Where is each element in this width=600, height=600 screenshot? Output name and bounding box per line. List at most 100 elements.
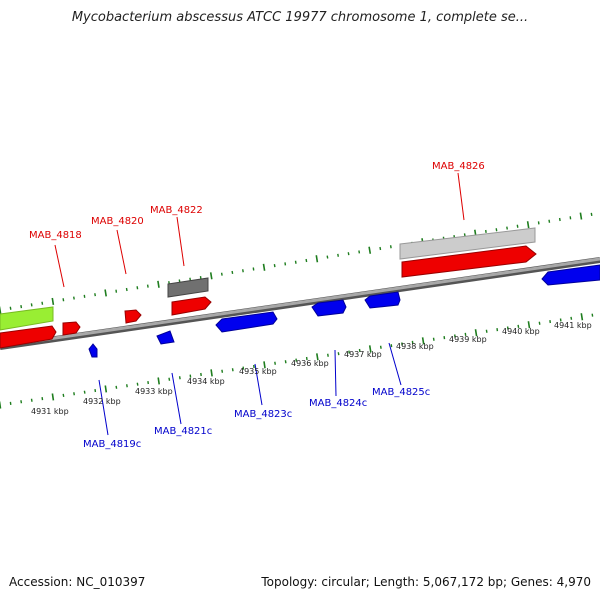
- major-tick: [263, 361, 266, 369]
- forward-gene-MAB_4826[interactable]: [401, 245, 537, 278]
- major-tick: [0, 306, 2, 314]
- minor-tick: [20, 400, 23, 404]
- leader-MAB_4818: [54, 244, 65, 288]
- minor-tick: [62, 298, 65, 302]
- minor-tick: [273, 263, 276, 268]
- kbp-label: 4935 kbp: [239, 367, 277, 376]
- leader-MAB_4820: [116, 229, 127, 275]
- kbp-labels: 4931 kbp 4932 kbp 4933 kbp 4934 kbp 4935…: [31, 321, 592, 416]
- minor-tick: [231, 368, 234, 372]
- chromosome-backbone-highlight: [0, 257, 600, 348]
- label-MAB_4818[interactable]: MAB_4818: [29, 230, 82, 241]
- minor-tick: [136, 286, 139, 290]
- minor-tick: [178, 376, 181, 380]
- leader-MAB_4822: [176, 216, 185, 267]
- leader-MAB_4824c: [334, 349, 337, 397]
- minor-tick: [146, 284, 149, 288]
- major-tick: [262, 263, 266, 271]
- major-tick: [580, 313, 584, 321]
- label-MAB_4819c[interactable]: MAB_4819c: [83, 439, 141, 450]
- kbp-label: 4940 kbp: [502, 327, 540, 336]
- lower-tick-row: [0, 313, 594, 409]
- minor-tick: [548, 219, 551, 223]
- kbp-label: 4939 kbp: [449, 335, 487, 344]
- kbp-label: 4931 kbp: [31, 407, 69, 416]
- label-MAB_4820[interactable]: MAB_4820: [91, 216, 144, 227]
- label-MAB_4824c[interactable]: MAB_4824c: [309, 398, 367, 409]
- minor-tick: [20, 304, 23, 309]
- accession-text: Accession: NC_010397: [9, 575, 146, 589]
- major-tick: [157, 377, 160, 385]
- minor-tick: [136, 382, 139, 386]
- label-MAB_4821c[interactable]: MAB_4821c: [154, 426, 212, 437]
- minor-tick: [327, 353, 329, 357]
- minor-tick: [94, 293, 96, 297]
- leader-MAB_4826: [457, 172, 465, 221]
- upper-tick-row: [0, 212, 593, 314]
- forward-gene-MAB_4822[interactable]: [171, 296, 212, 316]
- major-tick: [104, 385, 108, 393]
- minor-tick: [506, 226, 508, 230]
- major-tick: [579, 212, 583, 220]
- label-MAB_4825c[interactable]: MAB_4825c: [372, 387, 430, 398]
- reverse-gene-MAB_4821c[interactable]: [156, 330, 175, 345]
- minor-tick: [389, 245, 392, 249]
- minor-tick: [30, 303, 33, 307]
- minor-tick: [115, 385, 118, 389]
- minor-tick: [305, 258, 308, 263]
- kbp-label: 4932 kbp: [83, 397, 121, 406]
- minor-tick: [242, 269, 244, 273]
- reverse-gene-MAB_4819c[interactable]: [88, 343, 98, 358]
- minor-tick: [284, 360, 287, 364]
- kbp-label: 4938 kbp: [396, 342, 434, 351]
- map-title: Mycobacterium abscessus ATCC 19977 chrom…: [71, 10, 529, 25]
- minor-tick: [221, 369, 224, 373]
- reverse-gene-right: [541, 264, 600, 286]
- reverse-gene-MAB_4825c[interactable]: [364, 291, 401, 309]
- minor-tick: [125, 287, 128, 292]
- label-MAB_4826[interactable]: MAB_4826: [432, 161, 485, 172]
- gene-labels: MAB_4818 MAB_4820 MAB_4822 MAB_4826 MAB_…: [29, 161, 485, 450]
- minor-tick: [538, 321, 541, 325]
- forward-gene-MAB_4818[interactable]: [62, 321, 81, 336]
- minor-tick: [432, 337, 435, 341]
- minor-tick: [73, 392, 75, 396]
- major-tick: [315, 255, 319, 263]
- minor-tick: [41, 301, 44, 305]
- minor-tick: [485, 329, 488, 333]
- reverse-gene-MAB_4824c[interactable]: [311, 299, 347, 317]
- minor-tick: [73, 296, 75, 300]
- kbp-label: 4941 kbp: [554, 321, 592, 330]
- major-tick: [526, 221, 530, 229]
- kbp-label: 4934 kbp: [187, 377, 225, 386]
- gray-feature: [167, 277, 209, 298]
- kbp-label: 4937 kbp: [344, 350, 382, 359]
- major-tick: [316, 353, 319, 361]
- forward-gene-MAB_4820[interactable]: [124, 309, 142, 324]
- minor-tick: [62, 393, 65, 398]
- minor-tick: [30, 398, 33, 402]
- minor-tick: [558, 217, 561, 222]
- label-leaders: [54, 172, 465, 436]
- minor-tick: [83, 390, 86, 394]
- kbp-label: 4936 kbp: [291, 359, 329, 368]
- major-tick: [51, 393, 55, 401]
- features: [0, 227, 600, 358]
- label-MAB_4822[interactable]: MAB_4822: [150, 205, 203, 216]
- minor-tick: [9, 306, 12, 310]
- minor-tick: [231, 270, 234, 275]
- minor-tick: [379, 246, 382, 251]
- reverse-gene-MAB_4823c[interactable]: [215, 311, 278, 333]
- green-feature: [0, 306, 54, 331]
- major-tick: [474, 329, 478, 337]
- minor-tick: [337, 352, 340, 356]
- minor-tick: [517, 324, 520, 329]
- minor-tick: [495, 228, 498, 232]
- major-tick: [421, 337, 425, 345]
- major-tick: [368, 246, 372, 254]
- major-tick: [209, 272, 213, 280]
- leader-MAB_4823c: [254, 363, 263, 406]
- minor-tick: [358, 250, 361, 254]
- label-MAB_4823c[interactable]: MAB_4823c: [234, 409, 292, 420]
